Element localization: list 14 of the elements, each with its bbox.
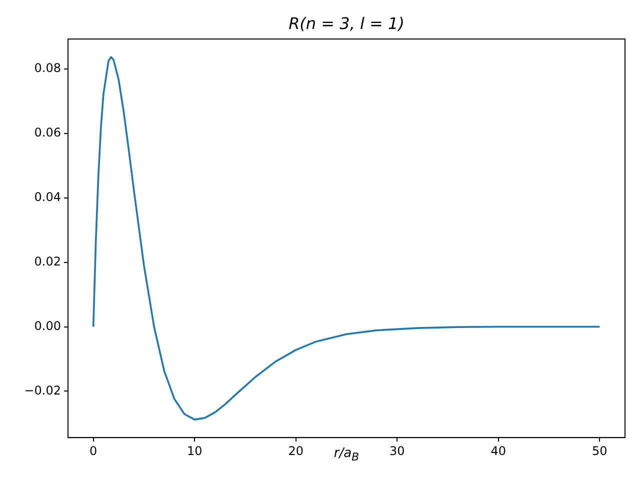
x-tick-label: 20 bbox=[288, 444, 304, 458]
y-tick-label: 0.00 bbox=[34, 318, 61, 333]
x-axis-title: r/a$_{B}$ bbox=[334, 446, 360, 464]
y-tick-label: 0.02 bbox=[34, 254, 61, 268]
chart-title: R(n = 3, l = 1) bbox=[288, 14, 406, 33]
y-tick-label: −0.02 bbox=[24, 383, 61, 398]
y-tick-label: 0.04 bbox=[34, 190, 61, 204]
x-tick-label: 10 bbox=[186, 444, 202, 458]
x-tick-label: 0 bbox=[90, 444, 98, 458]
x-tick-label: 40 bbox=[490, 444, 506, 458]
x-tick-label: 50 bbox=[592, 444, 608, 458]
y-tick-label: 0.08 bbox=[34, 61, 61, 76]
x-tick-label: 30 bbox=[389, 444, 405, 458]
y-tick-label: 0.06 bbox=[34, 126, 61, 140]
